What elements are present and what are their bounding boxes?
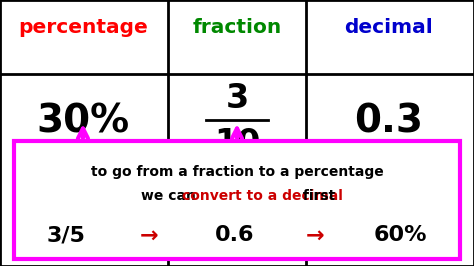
Text: percentage: percentage bbox=[18, 18, 148, 38]
Text: 0.3: 0.3 bbox=[354, 102, 423, 140]
Text: 3: 3 bbox=[225, 82, 249, 115]
Text: 3/5: 3/5 bbox=[47, 225, 86, 246]
Text: 10: 10 bbox=[214, 127, 260, 160]
Text: decimal: decimal bbox=[344, 18, 433, 38]
Text: we can: we can bbox=[141, 189, 201, 202]
Text: 0.6: 0.6 bbox=[215, 225, 255, 246]
Text: →: → bbox=[306, 225, 325, 246]
Text: →: → bbox=[140, 225, 159, 246]
Text: 60%: 60% bbox=[374, 225, 427, 246]
Text: to go from a fraction to a percentage: to go from a fraction to a percentage bbox=[91, 165, 383, 178]
Text: 30%: 30% bbox=[36, 102, 129, 140]
Text: fraction: fraction bbox=[192, 18, 282, 38]
Text: convert to a decimal: convert to a decimal bbox=[182, 189, 343, 202]
FancyBboxPatch shape bbox=[14, 141, 460, 259]
Text: first: first bbox=[298, 189, 336, 202]
